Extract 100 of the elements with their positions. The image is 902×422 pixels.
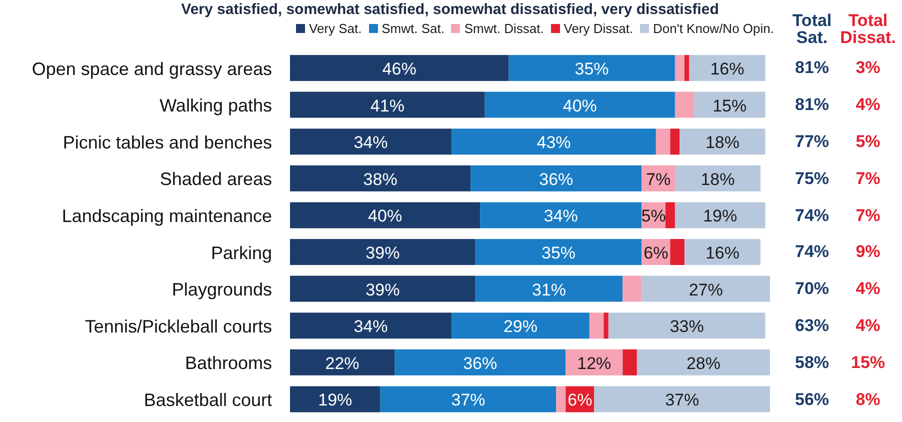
text: 7%	[854, 204, 882, 227]
data-label: 36%	[539, 170, 574, 189]
bar	[670, 128, 680, 155]
data-label: 41%	[370, 96, 404, 116]
data-label: 31%	[532, 280, 566, 300]
text: 5%	[854, 131, 882, 153]
legend-label: Don't Know/No Opin.	[653, 21, 774, 36]
bar	[452, 312, 590, 339]
data-label: 37%	[665, 390, 700, 410]
data-label: 35%	[574, 60, 609, 78]
data-label: 15%	[712, 96, 747, 116]
bar	[608, 312, 766, 339]
data-label: 37%	[451, 390, 486, 410]
bar	[684, 55, 690, 81]
data-label: 6%	[568, 390, 592, 410]
text: 9%	[854, 241, 882, 264]
text: 8%	[854, 388, 882, 411]
bar	[689, 55, 766, 81]
data-label: 12%	[577, 354, 612, 373]
text: 63%	[794, 315, 830, 337]
text: 15%	[850, 352, 886, 374]
text: 7%	[854, 168, 882, 190]
text: 4%	[854, 94, 882, 116]
y-tick-label: Walking paths	[160, 96, 272, 116]
text: 3%	[854, 57, 882, 80]
bar	[484, 92, 675, 118]
chart-title: Very satisfied, somewhat satisfied, somewhat dissatisfied, very dissatisfied	[180, 1, 720, 18]
bar	[475, 276, 623, 302]
bar	[674, 55, 684, 81]
bar	[470, 165, 642, 192]
bar	[290, 349, 395, 376]
bar	[290, 239, 476, 265]
text: 70%	[794, 278, 830, 300]
text: 77%	[794, 131, 830, 153]
text: 4%	[854, 278, 882, 300]
bar	[556, 386, 566, 412]
text: Total Sat.	[791, 11, 833, 47]
bar	[604, 312, 608, 339]
bar	[670, 239, 684, 265]
bar	[665, 202, 675, 228]
data-label: 40%	[368, 206, 402, 226]
data-label: 38%	[363, 170, 398, 189]
text: 74%	[794, 204, 830, 227]
bar	[290, 128, 452, 155]
bar	[452, 128, 656, 155]
data-label: 5%	[641, 206, 666, 226]
bar	[290, 312, 452, 339]
bar	[290, 165, 471, 192]
data-label: 28%	[686, 354, 720, 373]
bar	[475, 239, 642, 265]
y-tick-label: Bathrooms	[184, 353, 272, 374]
data-label: 16%	[705, 244, 740, 262]
data-label: 29%	[503, 317, 538, 336]
data-label: 43%	[536, 133, 571, 152]
y-tick-label: Parking	[210, 242, 272, 263]
bar	[480, 202, 642, 228]
y-tick-label: Picnic tables and benches	[62, 132, 272, 152]
y-tick-label: Landscaping maintenance	[62, 206, 272, 226]
legend-label: Smwt. Dissat.	[464, 21, 544, 36]
legend-label: Very Dissat.	[564, 21, 634, 36]
bar	[694, 92, 766, 118]
bar	[656, 128, 670, 155]
bar	[508, 55, 675, 81]
bar	[636, 349, 770, 376]
legend-label: Smwt. Sat.	[382, 21, 444, 36]
bar	[290, 55, 509, 81]
data-label: 46%	[382, 60, 416, 78]
data-label: 39%	[366, 244, 400, 262]
data-label: 27%	[688, 280, 723, 300]
text: 56%	[794, 388, 830, 411]
data-label: 34%	[354, 133, 388, 152]
bar	[589, 312, 604, 339]
data-label: 22%	[325, 354, 360, 373]
bar	[290, 276, 476, 302]
data-label: 40%	[562, 96, 597, 116]
data-label: 35%	[542, 244, 576, 262]
bar	[380, 386, 556, 412]
data-label: 34%	[544, 206, 578, 226]
bar	[290, 92, 485, 118]
bar	[622, 276, 642, 302]
data-label: 7%	[646, 170, 671, 189]
bar	[290, 202, 480, 228]
y-tick-label: Open space and grassy areas	[32, 58, 272, 79]
text: 75%	[794, 168, 830, 190]
text: Total Dissat.	[839, 11, 897, 47]
legend-label: Very Sat.	[309, 21, 362, 36]
y-tick-label: Tennis/Pickleball courts	[84, 316, 272, 336]
y-tick-label: Shaded areas	[160, 169, 272, 190]
data-label: 39%	[366, 280, 400, 300]
bar	[680, 128, 766, 155]
data-label: 36%	[463, 354, 498, 373]
bar	[674, 92, 694, 118]
data-label: 6%	[644, 244, 668, 262]
bar	[674, 165, 760, 192]
data-label: 19%	[318, 390, 352, 410]
text: 58%	[794, 352, 830, 374]
data-label: 34%	[354, 317, 388, 336]
bar	[290, 386, 380, 412]
data-label: 33%	[670, 317, 704, 336]
data-label: 16%	[710, 60, 744, 78]
